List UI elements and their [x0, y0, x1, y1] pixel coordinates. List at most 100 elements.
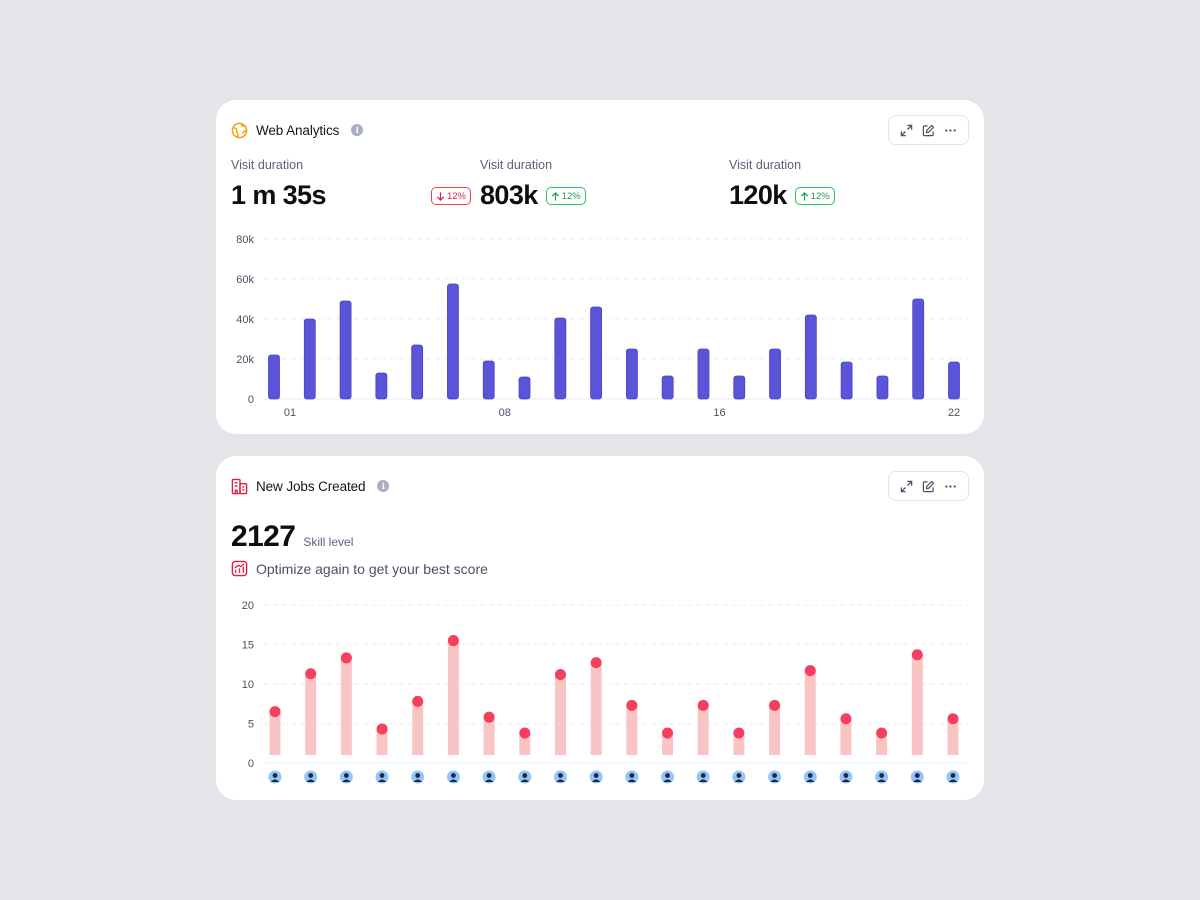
- bar-dot[interactable]: [733, 727, 745, 739]
- avatar[interactable]: [768, 770, 782, 784]
- bar[interactable]: [697, 348, 710, 400]
- bar[interactable]: [733, 375, 746, 400]
- bar-dot[interactable]: [840, 713, 852, 725]
- new-jobs-card: New Jobs Created i 2127 Skill level Opti…: [216, 456, 984, 800]
- bar[interactable]: [947, 718, 959, 755]
- bar[interactable]: [590, 306, 603, 400]
- bar[interactable]: [625, 348, 638, 400]
- avatar[interactable]: [339, 770, 353, 784]
- bar[interactable]: [482, 360, 495, 400]
- bar[interactable]: [804, 314, 817, 400]
- bar-dot[interactable]: [483, 711, 495, 723]
- bar[interactable]: [733, 732, 745, 755]
- metric-visit-duration-3: Visit duration 120k 12%: [729, 158, 835, 212]
- bar[interactable]: [804, 670, 816, 755]
- bar-dot[interactable]: [590, 657, 602, 669]
- bar[interactable]: [948, 361, 960, 400]
- bar[interactable]: [483, 717, 495, 755]
- bar-dot[interactable]: [554, 669, 566, 681]
- bar[interactable]: [661, 375, 674, 400]
- avatar[interactable]: [910, 770, 924, 784]
- x-tick-label: 16: [713, 407, 725, 419]
- avatar[interactable]: [589, 770, 603, 784]
- bar[interactable]: [268, 354, 280, 400]
- bar-dot[interactable]: [305, 668, 317, 680]
- bar-dot[interactable]: [340, 652, 352, 664]
- bar-dot[interactable]: [947, 713, 959, 725]
- more-icon[interactable]: [942, 477, 960, 495]
- metric-value: 120k: [729, 180, 787, 210]
- bar-dot[interactable]: [911, 649, 923, 661]
- avatar[interactable]: [803, 770, 817, 784]
- info-icon[interactable]: i: [351, 124, 364, 136]
- bar-dot[interactable]: [662, 727, 674, 739]
- bar[interactable]: [876, 375, 889, 400]
- globe-icon: [231, 122, 248, 138]
- bar[interactable]: [412, 701, 424, 755]
- bar[interactable]: [339, 300, 352, 400]
- bar[interactable]: [411, 344, 424, 400]
- avatar[interactable]: [839, 770, 853, 784]
- y-tick-label: 0: [248, 394, 254, 406]
- bar[interactable]: [554, 317, 567, 400]
- avatar[interactable]: [946, 770, 960, 784]
- bar[interactable]: [447, 283, 459, 400]
- avatar[interactable]: [875, 770, 889, 784]
- bar[interactable]: [518, 376, 531, 400]
- bar[interactable]: [911, 654, 923, 755]
- bar-dot[interactable]: [412, 695, 424, 707]
- avatar[interactable]: [553, 770, 567, 784]
- metric-label: Visit duration: [480, 158, 553, 172]
- bar[interactable]: [269, 711, 281, 755]
- bar[interactable]: [303, 318, 316, 400]
- edit-icon[interactable]: [919, 477, 937, 495]
- expand-icon[interactable]: [897, 477, 915, 495]
- bar[interactable]: [697, 705, 709, 755]
- avatar[interactable]: [268, 770, 282, 784]
- bar[interactable]: [376, 729, 388, 755]
- bar[interactable]: [626, 705, 638, 755]
- card-toolbar: [888, 115, 969, 145]
- bar[interactable]: [340, 657, 352, 755]
- avatar[interactable]: [411, 770, 425, 784]
- bar-dot[interactable]: [447, 635, 459, 647]
- avatar[interactable]: [375, 770, 389, 784]
- bar[interactable]: [912, 298, 925, 400]
- bar-dot[interactable]: [376, 723, 388, 735]
- bar[interactable]: [840, 718, 852, 755]
- bar[interactable]: [554, 674, 566, 755]
- avatar[interactable]: [482, 770, 496, 784]
- bar-dot[interactable]: [769, 699, 781, 711]
- bar-dot[interactable]: [519, 727, 531, 739]
- edit-icon[interactable]: [919, 121, 937, 139]
- metric-label: Visit duration: [729, 158, 802, 172]
- bar-dot[interactable]: [269, 706, 281, 718]
- bar[interactable]: [375, 372, 388, 400]
- bar-dot[interactable]: [804, 665, 816, 677]
- bar-dot[interactable]: [697, 699, 709, 711]
- bar-dot[interactable]: [626, 699, 638, 711]
- optimize-hint-text: Optimize again to get your best score: [256, 560, 488, 577]
- bar[interactable]: [519, 732, 531, 755]
- card-title: Web Analytics: [256, 122, 340, 138]
- bar[interactable]: [662, 732, 674, 755]
- bar[interactable]: [447, 640, 459, 755]
- avatar[interactable]: [661, 770, 675, 784]
- more-icon[interactable]: [942, 121, 960, 139]
- bar[interactable]: [876, 732, 888, 755]
- bar[interactable]: [769, 348, 781, 400]
- avatar[interactable]: [696, 770, 710, 784]
- avatar[interactable]: [304, 770, 318, 784]
- avatar[interactable]: [446, 770, 460, 784]
- metric-value: 803k: [480, 180, 538, 210]
- bar[interactable]: [590, 662, 602, 755]
- bar-dot[interactable]: [876, 727, 888, 739]
- expand-icon[interactable]: [897, 121, 915, 139]
- avatar[interactable]: [732, 770, 746, 784]
- bar[interactable]: [840, 361, 853, 400]
- bar[interactable]: [769, 705, 781, 755]
- avatar[interactable]: [518, 770, 532, 784]
- bar[interactable]: [305, 673, 317, 755]
- info-icon[interactable]: i: [377, 480, 390, 492]
- avatar[interactable]: [625, 770, 639, 784]
